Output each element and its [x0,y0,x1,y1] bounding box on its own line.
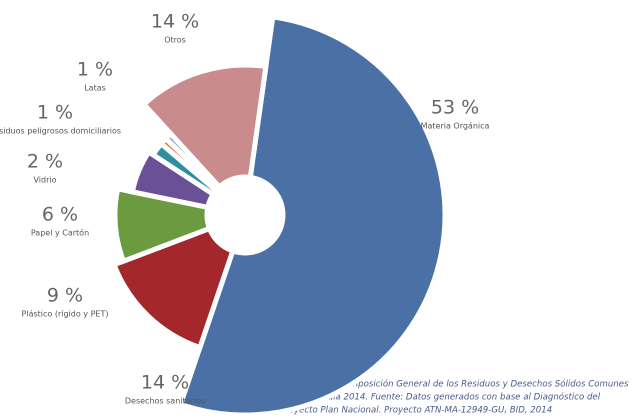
category-label: Otros [164,36,186,45]
chart: Ilustración 1. Composición General de lo… [0,0,633,419]
value-label: 14 % [141,372,189,394]
value-label: 53 % [431,97,479,119]
value-label: 6 % [42,204,78,226]
value-label: 1 % [37,102,73,124]
category-label: Desechos sanitarios [125,397,205,406]
category-label: Plástico (rígido y PET) [22,310,109,319]
value-label: 1 % [77,59,113,81]
value-label: 9 % [47,285,83,307]
category-label: Materia Orgánica [421,122,490,131]
category-label: Residuos peligrosos domiciliarios [0,127,121,136]
value-label: 2 % [27,151,63,173]
category-label: Vidrio [33,176,56,185]
category-label: Papel y Cartón [31,228,89,238]
value-label: 14 % [151,11,199,33]
caption-line: Proyecto Plan Nacional. Proyecto ATN-MA-… [280,406,552,416]
category-label: Latas [84,84,106,93]
